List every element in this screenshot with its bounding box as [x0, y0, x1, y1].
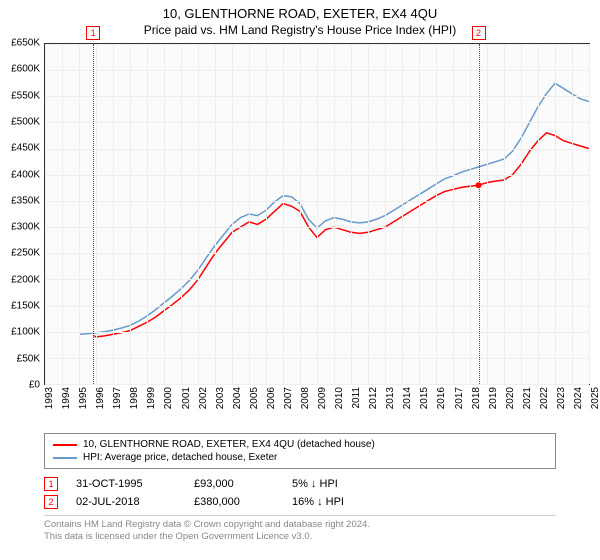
x-tick-label: 2024 [573, 387, 584, 409]
legend-label: HPI: Average price, detached house, Exet… [83, 452, 277, 463]
x-tick-label: 1993 [44, 387, 55, 409]
x-tick-label: 2017 [454, 387, 465, 409]
sales-marker-icon: 2 [44, 495, 58, 509]
y-tick-label: £500K [11, 116, 40, 127]
sale-marker-box: 1 [86, 26, 100, 40]
x-tick-label: 2019 [488, 387, 499, 409]
x-tick-label: 2021 [522, 387, 533, 409]
y-tick-label: £600K [11, 64, 40, 75]
sales-table: 1 31-OCT-1995 £93,000 5% ↓ HPI 2 02-JUL-2018 £… [44, 475, 556, 511]
sales-marker-icon: 1 [44, 477, 58, 491]
footer-line-1: Contains HM Land Registry data © Crown c… [44, 519, 556, 531]
x-tick-label: 2001 [181, 387, 192, 409]
y-tick-label: £450K [11, 143, 40, 154]
x-tick-label: 1997 [112, 387, 123, 409]
legend: 10, GLENTHORNE ROAD, EXETER, EX4 4QU (de… [44, 433, 556, 469]
sale-marker-line [479, 44, 480, 384]
x-tick-label: 2014 [402, 387, 413, 409]
x-tick-label: 2016 [436, 387, 447, 409]
page-title: 10, GLENTHORNE ROAD, EXETER, EX4 4QU [0, 0, 600, 21]
sales-diff: 16% ↓ HPI [292, 496, 392, 508]
x-tick-label: 2023 [556, 387, 567, 409]
x-tick-label: 2011 [351, 387, 362, 409]
sales-row: 2 02-JUL-2018 £380,000 16% ↓ HPI [44, 493, 556, 511]
legend-row: 10, GLENTHORNE ROAD, EXETER, EX4 4QU (de… [53, 438, 547, 451]
price-chart: £0£50K£100K£150K£200K£250K£300K£350K£400… [44, 43, 590, 403]
y-tick-label: £100K [11, 327, 40, 338]
x-tick-label: 2002 [198, 387, 209, 409]
x-tick-label: 2009 [317, 387, 328, 409]
x-tick-label: 1994 [61, 387, 72, 409]
sales-date: 02-JUL-2018 [76, 496, 176, 508]
x-tick-label: 2022 [539, 387, 550, 409]
x-tick-label: 2013 [385, 387, 396, 409]
y-tick-label: £50K [17, 353, 40, 364]
x-tick-label: 2012 [368, 387, 379, 409]
x-tick-label: 1996 [95, 387, 106, 409]
sales-price: £93,000 [194, 478, 274, 490]
footer: Contains HM Land Registry data © Crown c… [44, 515, 556, 544]
y-tick-label: £550K [11, 90, 40, 101]
x-tick-label: 1999 [146, 387, 157, 409]
sales-row: 1 31-OCT-1995 £93,000 5% ↓ HPI [44, 475, 556, 493]
y-tick-label: £250K [11, 248, 40, 259]
y-tick-label: £300K [11, 222, 40, 233]
x-tick-label: 2010 [334, 387, 345, 409]
x-axis-labels: 1993199419951996199719981999200020012002… [44, 387, 590, 405]
x-tick-label: 2007 [283, 387, 294, 409]
sale-marker-line [93, 44, 94, 384]
legend-swatch-icon [53, 457, 77, 459]
x-tick-label: 2006 [266, 387, 277, 409]
sales-price: £380,000 [194, 496, 274, 508]
sales-date: 31-OCT-1995 [76, 478, 176, 490]
legend-label: 10, GLENTHORNE ROAD, EXETER, EX4 4QU (de… [83, 439, 375, 450]
x-tick-label: 2008 [300, 387, 311, 409]
y-tick-label: £0 [29, 380, 40, 391]
y-tick-label: £200K [11, 274, 40, 285]
x-tick-label: 2025 [590, 387, 600, 409]
y-tick-label: £400K [11, 169, 40, 180]
x-tick-label: 2018 [471, 387, 482, 409]
x-tick-label: 1995 [78, 387, 89, 409]
x-tick-label: 2020 [505, 387, 516, 409]
y-tick-label: £650K [11, 38, 40, 49]
x-tick-label: 2005 [249, 387, 260, 409]
footer-line-2: This data is licensed under the Open Gov… [44, 531, 556, 543]
plot-area: 12 [44, 43, 590, 385]
y-axis-labels: £0£50K£100K£150K£200K£250K£300K£350K£400… [0, 43, 42, 385]
y-tick-label: £150K [11, 301, 40, 312]
y-tick-label: £350K [11, 195, 40, 206]
legend-swatch-icon [53, 444, 77, 446]
x-tick-label: 2000 [163, 387, 174, 409]
x-tick-label: 2015 [419, 387, 430, 409]
sales-diff: 5% ↓ HPI [292, 478, 392, 490]
x-tick-label: 2004 [232, 387, 243, 409]
legend-row: HPI: Average price, detached house, Exet… [53, 451, 547, 464]
sale-marker-box: 2 [472, 26, 486, 40]
x-tick-label: 2003 [215, 387, 226, 409]
x-tick-label: 1998 [129, 387, 140, 409]
